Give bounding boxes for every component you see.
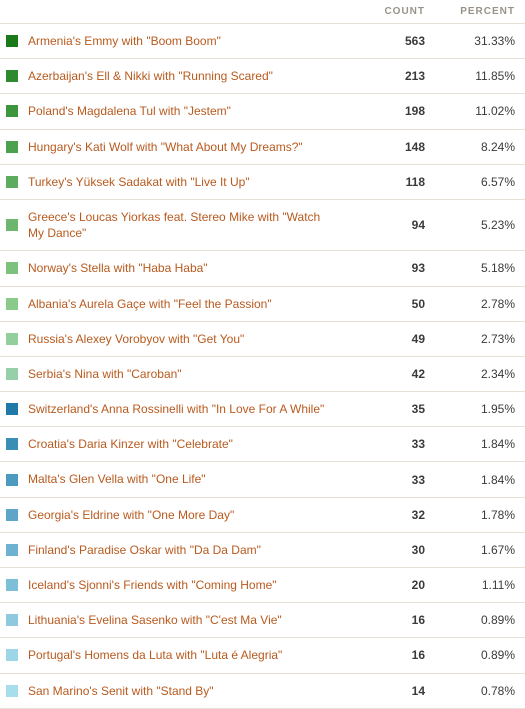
table-row: Hungary's Kati Wolf with "What About My … xyxy=(0,130,525,165)
entry-label[interactable]: Azerbaijan's Ell & Nikki with "Running S… xyxy=(28,68,345,84)
entry-count: 16 xyxy=(345,613,425,627)
entry-count: 50 xyxy=(345,297,425,311)
entry-label[interactable]: Hungary's Kati Wolf with "What About My … xyxy=(28,139,345,155)
entry-percent: 0.78% xyxy=(425,684,515,698)
entry-count: 16 xyxy=(345,648,425,662)
entry-percent: 6.57% xyxy=(425,175,515,189)
table-row: Portugal's Homens da Luta with "Luta é A… xyxy=(0,638,525,673)
entry-count: 32 xyxy=(345,508,425,522)
color-swatch xyxy=(6,579,18,591)
entry-label[interactable]: Lithuania's Evelina Sasenko with "C'est … xyxy=(28,612,345,628)
entry-label[interactable]: Switzerland's Anna Rossinelli with "In L… xyxy=(28,401,345,417)
entry-percent: 1.95% xyxy=(425,402,515,416)
header-count: COUNT xyxy=(345,6,425,17)
color-swatch xyxy=(6,105,18,117)
table-row: Azerbaijan's Ell & Nikki with "Running S… xyxy=(0,59,525,94)
color-swatch xyxy=(6,509,18,521)
color-swatch xyxy=(6,298,18,310)
table-row: Poland's Magdalena Tul with "Jestem"1981… xyxy=(0,94,525,129)
color-swatch xyxy=(6,219,18,231)
color-swatch xyxy=(6,649,18,661)
color-swatch xyxy=(6,368,18,380)
entry-count: 33 xyxy=(345,473,425,487)
entry-label[interactable]: Croatia's Daria Kinzer with "Celebrate" xyxy=(28,436,345,452)
color-swatch xyxy=(6,35,18,47)
table-row: Croatia's Daria Kinzer with "Celebrate"3… xyxy=(0,427,525,462)
color-swatch xyxy=(6,544,18,556)
entry-label[interactable]: Greece's Loucas Yiorkas feat. Stereo Mik… xyxy=(28,209,345,241)
entry-count: 14 xyxy=(345,684,425,698)
table-row: Russia's Alexey Vorobyov with "Get You"4… xyxy=(0,322,525,357)
entry-percent: 1.84% xyxy=(425,437,515,451)
table-row: Albania's Aurela Gaçe with "Feel the Pas… xyxy=(0,287,525,322)
table-row: Switzerland's Anna Rossinelli with "In L… xyxy=(0,392,525,427)
color-swatch xyxy=(6,176,18,188)
entry-label[interactable]: Iceland's Sjonni's Friends with "Coming … xyxy=(28,577,345,593)
table-row: Armenia's Emmy with "Boom Boom"56331.33% xyxy=(0,24,525,59)
color-swatch xyxy=(6,474,18,486)
entry-percent: 0.89% xyxy=(425,613,515,627)
table-row: Malta's Glen Vella with "One Life"331.84… xyxy=(0,462,525,497)
entry-label[interactable]: Serbia's Nina with "Caroban" xyxy=(28,366,345,382)
poll-results-table: COUNT PERCENT Armenia's Emmy with "Boom … xyxy=(0,0,525,709)
entry-count: 35 xyxy=(345,402,425,416)
color-swatch xyxy=(6,685,18,697)
entry-label[interactable]: San Marino's Senit with "Stand By" xyxy=(28,683,345,699)
entry-count: 563 xyxy=(345,34,425,48)
entry-label[interactable]: Russia's Alexey Vorobyov with "Get You" xyxy=(28,331,345,347)
entry-count: 213 xyxy=(345,69,425,83)
entry-percent: 8.24% xyxy=(425,140,515,154)
entry-count: 94 xyxy=(345,218,425,232)
entry-label[interactable]: Norway's Stella with "Haba Haba" xyxy=(28,260,345,276)
entry-label[interactable]: Armenia's Emmy with "Boom Boom" xyxy=(28,33,345,49)
color-swatch xyxy=(6,614,18,626)
entry-count: 42 xyxy=(345,367,425,381)
entry-label[interactable]: Turkey's Yüksek Sadakat with "Live It Up… xyxy=(28,174,345,190)
entry-percent: 5.18% xyxy=(425,261,515,275)
color-swatch xyxy=(6,262,18,274)
color-swatch xyxy=(6,141,18,153)
color-swatch xyxy=(6,403,18,415)
table-header-row: COUNT PERCENT xyxy=(0,0,525,24)
entry-label[interactable]: Finland's Paradise Oskar with "Da Da Dam… xyxy=(28,542,345,558)
entry-count: 148 xyxy=(345,140,425,154)
entry-percent: 2.34% xyxy=(425,367,515,381)
table-row: Georgia's Eldrine with "One More Day"321… xyxy=(0,498,525,533)
entry-percent: 1.84% xyxy=(425,473,515,487)
entry-percent: 31.33% xyxy=(425,34,515,48)
color-swatch xyxy=(6,438,18,450)
entry-percent: 1.11% xyxy=(425,578,515,592)
table-row: Finland's Paradise Oskar with "Da Da Dam… xyxy=(0,533,525,568)
entry-percent: 5.23% xyxy=(425,218,515,232)
entry-count: 198 xyxy=(345,104,425,118)
entry-count: 33 xyxy=(345,437,425,451)
entry-count: 118 xyxy=(345,175,425,189)
color-swatch xyxy=(6,70,18,82)
entry-percent: 1.78% xyxy=(425,508,515,522)
entry-count: 49 xyxy=(345,332,425,346)
table-row: Norway's Stella with "Haba Haba"935.18% xyxy=(0,251,525,286)
table-row: Greece's Loucas Yiorkas feat. Stereo Mik… xyxy=(0,200,525,251)
entry-label[interactable]: Albania's Aurela Gaçe with "Feel the Pas… xyxy=(28,296,345,312)
entry-label[interactable]: Malta's Glen Vella with "One Life" xyxy=(28,471,345,487)
entry-label[interactable]: Portugal's Homens da Luta with "Luta é A… xyxy=(28,647,345,663)
entry-count: 93 xyxy=(345,261,425,275)
entry-percent: 11.02% xyxy=(425,104,515,118)
entry-count: 30 xyxy=(345,543,425,557)
entry-percent: 0.89% xyxy=(425,648,515,662)
entry-count: 20 xyxy=(345,578,425,592)
entry-percent: 2.78% xyxy=(425,297,515,311)
table-row: Serbia's Nina with "Caroban"422.34% xyxy=(0,357,525,392)
table-row: Turkey's Yüksek Sadakat with "Live It Up… xyxy=(0,165,525,200)
table-row: San Marino's Senit with "Stand By"140.78… xyxy=(0,674,525,709)
table-row: Iceland's Sjonni's Friends with "Coming … xyxy=(0,568,525,603)
entry-percent: 1.67% xyxy=(425,543,515,557)
entry-label[interactable]: Georgia's Eldrine with "One More Day" xyxy=(28,507,345,523)
color-swatch xyxy=(6,333,18,345)
entry-percent: 2.73% xyxy=(425,332,515,346)
header-percent: PERCENT xyxy=(425,6,515,17)
table-row: Lithuania's Evelina Sasenko with "C'est … xyxy=(0,603,525,638)
entry-label[interactable]: Poland's Magdalena Tul with "Jestem" xyxy=(28,103,345,119)
entry-percent: 11.85% xyxy=(425,69,515,83)
